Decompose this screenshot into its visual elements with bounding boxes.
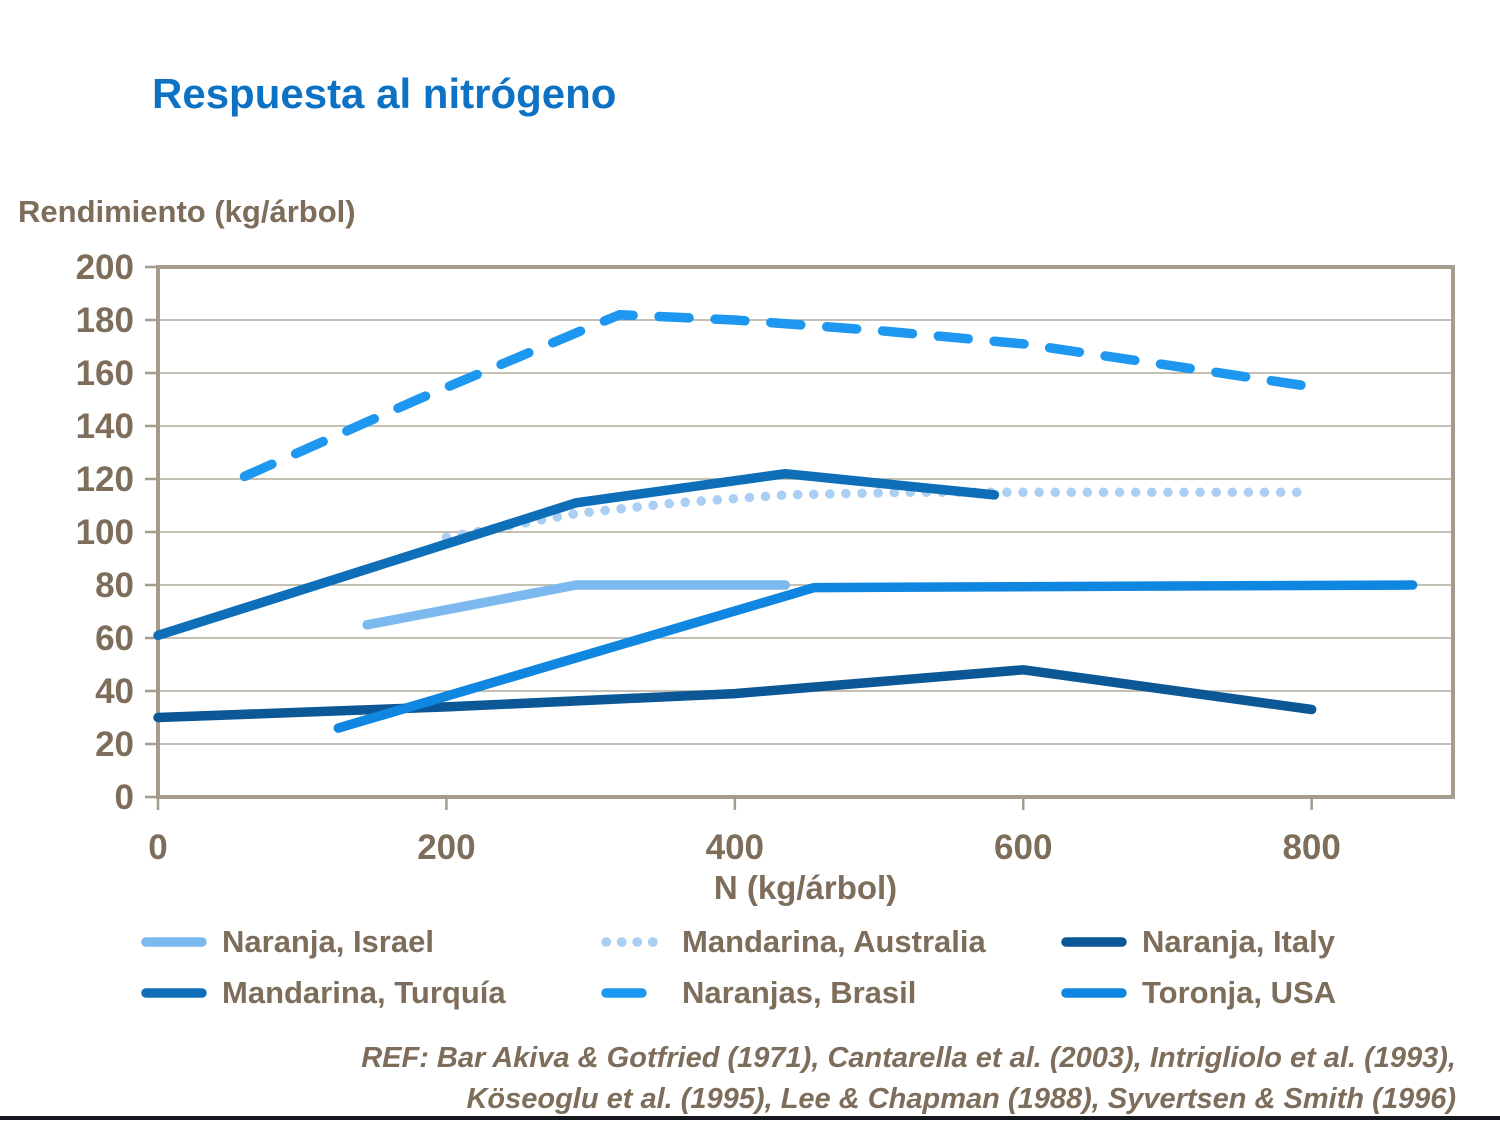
legend-item-mandarina-australia: Mandarina, Australia — [600, 924, 1060, 960]
y-axis: 0 20 40 60 80 100 120 140 160 180 200 — [76, 248, 158, 817]
series-line-mandarina-turqu-a — [153, 468, 1000, 641]
legend-item-naranja-italy: Naranja, Italy — [1060, 924, 1500, 960]
x-tick-label-400: 400 — [706, 828, 764, 867]
references-line-1: REF: Bar Akiva & Gotfried (1971), Cantar… — [361, 1042, 1456, 1074]
x-axis-title: N (kg/árbol) — [713, 869, 898, 906]
legend-label: Toronja, USA — [1142, 974, 1337, 1010]
y-tick-label-60: 60 — [95, 619, 134, 658]
legend-swatch-solid-line — [141, 987, 207, 998]
series-line-mandarina-australia — [441, 487, 1317, 543]
y-tick-label-180: 180 — [76, 301, 134, 340]
y-tick-label-20: 20 — [95, 725, 134, 764]
x-tick-label-0: 0 — [148, 828, 167, 867]
chart-legend: Naranja, Israel Mandarina, Australia Naran… — [0, 916, 1500, 1018]
y-axis-title: Rendimiento (kg/árbol) — [18, 194, 356, 229]
series-line-naranjas-brasil — [239, 309, 1331, 482]
gridlines — [158, 319, 1453, 745]
legend-item-mandarina-turqu-a: Mandarina, Turquía — [140, 975, 600, 1011]
legend-swatch-solid-line — [1061, 936, 1127, 947]
references-line-2: Köseoglu et al. (1995), Lee & Chapman (1… — [466, 1083, 1456, 1115]
x-tick-label-200: 200 — [417, 828, 475, 867]
y-tick-label-200: 200 — [76, 248, 134, 287]
y-tick-label-80: 80 — [95, 566, 134, 605]
x-tick-label-600: 600 — [994, 828, 1052, 867]
legend-item-toronja-usa: Toronja, USA — [1060, 975, 1500, 1011]
legend-swatch-solid-line — [1061, 987, 1127, 998]
y-tick-label-120: 120 — [76, 460, 134, 499]
legend-item-naranjas-brasil: Naranjas, Brasil — [600, 975, 1060, 1011]
legend-row: Mandarina, Turquía Naranjas, Brasil Toronj… — [0, 967, 1500, 1018]
legend-label: Naranjas, Brasil — [682, 974, 917, 1010]
page-title: Respuesta al nitrógeno — [152, 70, 617, 117]
legend-label: Mandarina, Turquía — [222, 974, 506, 1010]
y-tick-label-40: 40 — [95, 672, 134, 711]
y-tick-label-0: 0 — [115, 778, 134, 817]
legend-label: Mandarina, Australia — [682, 923, 986, 959]
series-line-naranja-italy — [153, 665, 1317, 723]
x-tick-label-800: 800 — [1282, 828, 1340, 867]
series-line-toronja-usa — [333, 580, 1418, 733]
y-tick-label-100: 100 — [76, 513, 134, 552]
x-axis: 0 200 400 600 800 — [148, 797, 1341, 867]
line-chart: 0 20 40 60 80 100 120 140 160 180 200 0 200 400 600 800 — [76, 248, 1455, 867]
legend-label: Naranja, Italy — [1142, 923, 1335, 959]
legend-label: Naranja, Israel — [222, 923, 434, 959]
legend-item-naranja-israel: Naranja, Israel — [140, 924, 600, 960]
legend-swatch-solid-line — [141, 936, 207, 947]
legend-row: Naranja, Israel Mandarina, Australia Naran… — [0, 916, 1500, 967]
legend-swatch-dashed-line — [601, 987, 667, 998]
legend-swatch-dotted-line — [601, 936, 667, 947]
references-text: REF: Bar Akiva & Gotfried (1971), Cantar… — [120, 1038, 1456, 1120]
y-tick-label-140: 140 — [76, 407, 134, 446]
y-tick-label-160: 160 — [76, 354, 134, 393]
series-line-naranja-israel — [362, 580, 791, 630]
bottom-rule — [0, 1116, 1500, 1120]
